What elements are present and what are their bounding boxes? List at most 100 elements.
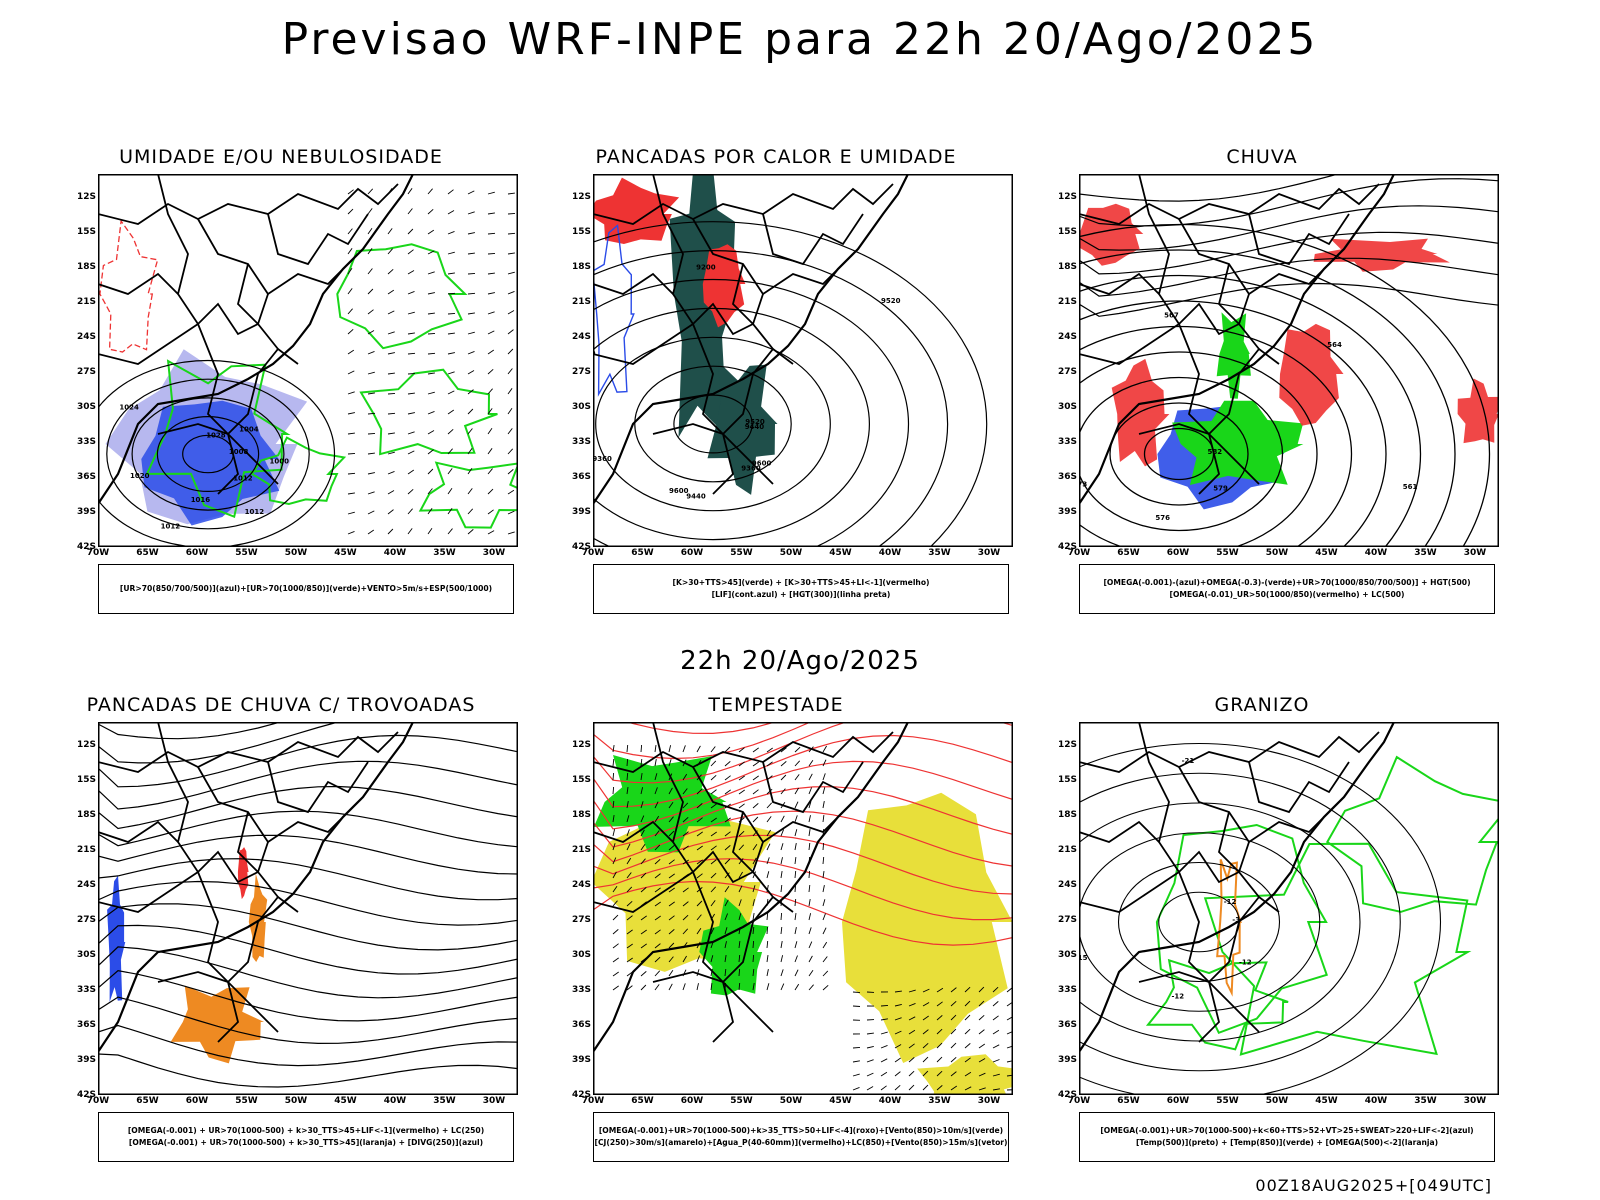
wind-vector: [794, 941, 798, 949]
longitude-tick: 35W: [433, 1096, 456, 1106]
latitude-tick: 30S: [571, 950, 591, 960]
wind-vector: [387, 352, 395, 355]
wind-vector: [866, 1032, 874, 1035]
latitude-tick: 33S: [571, 985, 591, 995]
wind-vector: [808, 970, 814, 977]
wind-vector: [427, 332, 436, 335]
wind-vector: [780, 788, 786, 795]
wind-vector: [852, 1005, 861, 1007]
contour-label: 9520: [745, 418, 765, 426]
wind-vector: [467, 508, 474, 515]
thickness-contour-red: [99, 219, 159, 353]
latitude-tick: 39S: [571, 507, 591, 517]
state-border: [1079, 323, 1180, 365]
wind-vector: [427, 312, 435, 315]
wind-vector: [612, 871, 617, 879]
wind-vector: [367, 288, 374, 295]
wind-vector: [654, 759, 657, 767]
longitude-tick: 45W: [334, 1096, 357, 1106]
wind-vector: [964, 986, 971, 993]
contour-line: [634, 365, 792, 483]
map-legend: [OMEGA(-0.001) + UR>70(1000-500) + k>30_…: [98, 1112, 514, 1162]
wind-vector: [908, 1070, 915, 1077]
wind-vector: [507, 329, 514, 335]
wind-vector: [852, 1060, 860, 1063]
longitude-axis: 70W 65W 60W 55W 50W 45W 40W 35W 30W: [582, 1096, 1013, 1108]
wind-vector: [894, 990, 902, 993]
wind-vector: [427, 391, 435, 395]
latitude-tick: 30S: [1057, 402, 1077, 412]
wind-vector: [710, 983, 713, 991]
wind-vector: [347, 208, 354, 215]
wind-vector: [387, 528, 394, 535]
latitude-tick: 27S: [76, 367, 96, 377]
contour-label: 1004: [239, 426, 259, 434]
longitude-tick: 45W: [334, 548, 357, 558]
wind-vector: [738, 968, 741, 977]
contour-label: 9600: [752, 459, 772, 467]
longitude-tick: 50W: [779, 548, 803, 558]
wind-vector: [487, 388, 493, 395]
lif-contour-blue: [593, 224, 635, 397]
streamline: [98, 1024, 518, 1067]
wind-vector: [367, 228, 373, 235]
wind-vector: [822, 984, 829, 991]
wind-vector: [654, 773, 658, 781]
wind-vector: [654, 873, 661, 879]
wind-vector: [347, 492, 355, 495]
longitude-tick: 70W: [86, 548, 110, 558]
streamline: [98, 785, 518, 830]
contour-line: [1117, 861, 1281, 983]
latitude-tick: 39S: [1057, 507, 1077, 517]
wind-vector: [668, 942, 675, 949]
map-legend: [OMEGA(-0.001)+UR>70(1000-500)+k>35_TTS>…: [593, 1112, 1009, 1162]
wind-vector: [347, 391, 355, 395]
legend-line: [OMEGA(-0.001) + UR>70(1000-500) + k>30_…: [128, 1138, 484, 1147]
wind-vector: [822, 745, 827, 753]
wind-vector: [794, 787, 799, 795]
wind-vector: [467, 529, 474, 535]
wind-vector: [507, 192, 515, 195]
streamline: [98, 903, 518, 951]
latitude-tick: 12S: [1057, 192, 1077, 202]
wind-vector: [654, 858, 661, 865]
wind-vector: [626, 772, 629, 781]
latitude-tick: 42S: [76, 1090, 96, 1100]
longitude-tick: 45W: [1315, 1096, 1338, 1106]
state-border: [227, 981, 279, 1033]
wind-vector: [487, 349, 495, 355]
contour-line: [98, 359, 336, 547]
wind-vector: [936, 1001, 943, 1007]
wind-vector: [407, 249, 414, 255]
state-border: [1218, 811, 1250, 874]
longitude-tick: 40W: [383, 548, 407, 558]
latitude-tick: 12S: [76, 192, 96, 202]
legend-line: [OMEGA(-0.001)-(azul)+OMEGA(-0.3)-(verde…: [1103, 578, 1471, 587]
humidity-area-blue: [141, 400, 280, 526]
wind-vector: [808, 787, 813, 795]
wind-vector: [487, 408, 493, 415]
wind-vector: [367, 208, 373, 215]
wind-vector: [612, 929, 619, 935]
wind-vector: [626, 886, 633, 893]
contour-label: 9600: [669, 487, 689, 495]
latitude-tick: 18S: [571, 810, 591, 820]
wind-vector: [347, 511, 355, 515]
wind-vector: [738, 899, 742, 907]
wind-vector: [822, 913, 826, 921]
wind-vector: [367, 529, 375, 535]
state-border: [593, 871, 694, 913]
longitude-tick: 30W: [977, 548, 1001, 558]
wind-vector: [407, 332, 415, 335]
longitude-tick: 55W: [730, 1096, 753, 1106]
wind-vector: [407, 528, 413, 535]
wind-vector: [696, 831, 703, 837]
wind-vector: [447, 210, 455, 215]
wind-vector: [950, 1028, 957, 1035]
longitude-tick: 30W: [1463, 548, 1487, 558]
wind-vector: [668, 759, 672, 767]
wind-vector: [852, 1046, 861, 1049]
state-border: [1248, 213, 1350, 266]
streamline: [593, 760, 1013, 830]
wind-vector: [822, 899, 826, 907]
